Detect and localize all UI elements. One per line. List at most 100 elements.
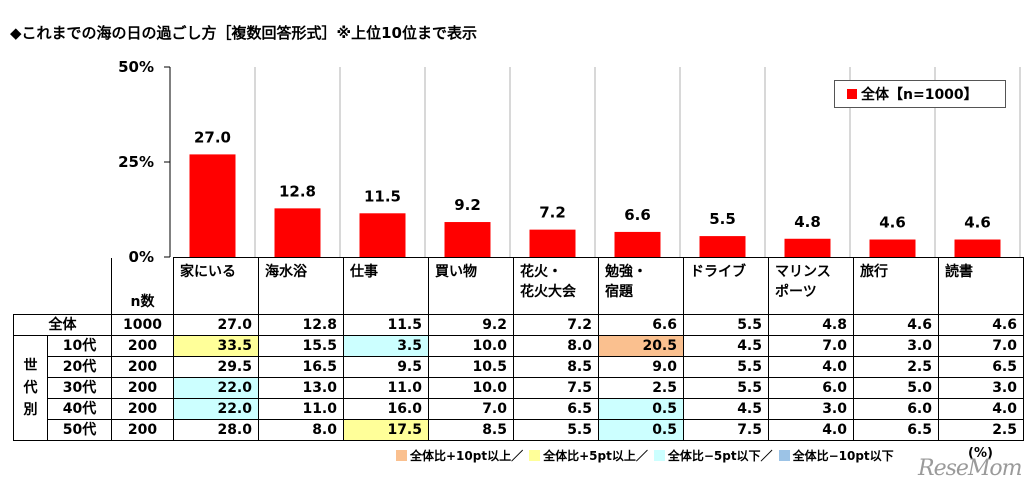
value-cell: 20.5 bbox=[598, 335, 684, 357]
highlight-label: 全体比+5pt以上／ bbox=[543, 449, 648, 463]
table-row: 40代 200 22.0 11.0 16.0 7.0 6.5 0.5 4.5 3.0 6.0 4.0 bbox=[14, 398, 1024, 420]
n-cell: 200 bbox=[111, 377, 174, 399]
column-header: 仕事 bbox=[343, 257, 429, 315]
column-header: 買い物 bbox=[428, 257, 514, 315]
bar-value-label: 7.2 bbox=[539, 204, 566, 222]
value-cell: 6.5 bbox=[513, 398, 599, 420]
bar bbox=[954, 239, 1001, 257]
value-cell: 10.0 bbox=[428, 335, 514, 357]
value-cell: 7.2 bbox=[513, 314, 599, 336]
bar-value-label: 6.6 bbox=[624, 206, 651, 224]
value-cell: 4.0 bbox=[768, 356, 854, 378]
value-cell: 27.0 bbox=[173, 314, 259, 336]
y-tick-label: 25% bbox=[118, 153, 154, 171]
table-row: 20代 200 29.5 16.5 9.5 10.5 8.5 9.0 5.5 4.0 2.5 6.5 bbox=[14, 356, 1024, 378]
value-cell: 29.5 bbox=[173, 356, 259, 378]
bar-value-label: 5.5 bbox=[709, 210, 736, 228]
n-cell: 1000 bbox=[111, 314, 174, 336]
value-cell: 6.5 bbox=[938, 356, 1024, 378]
column-header: ドライブ bbox=[683, 257, 769, 315]
highlight-label: 全体比−10pt以下 bbox=[792, 449, 894, 463]
value-cell: 11.0 bbox=[343, 377, 429, 399]
value-cell: 16.5 bbox=[258, 356, 344, 378]
value-cell: 5.5 bbox=[683, 314, 769, 336]
highlight-legend: 全体比+10pt以上／ 全体比+5pt以上／ 全体比−5pt以下／ 全体比−10pt以… bbox=[390, 447, 894, 464]
group-label: 世代別 bbox=[13, 335, 48, 441]
value-cell: 10.0 bbox=[428, 377, 514, 399]
value-cell: 5.0 bbox=[853, 377, 939, 399]
value-cell: 2.5 bbox=[598, 377, 684, 399]
value-cell: 8.0 bbox=[513, 335, 599, 357]
bar-value-label: 12.8 bbox=[279, 182, 316, 200]
table-row: 30代 200 22.0 13.0 11.0 10.0 7.5 2.5 5.5 6.0 5.0 3.0 bbox=[14, 377, 1024, 399]
bar-value-label: 11.5 bbox=[364, 187, 401, 205]
value-cell: 2.5 bbox=[853, 356, 939, 378]
data-labels: 27.0 12.8 11.5 9.2 7.2 6.6 5.5 4.8 4.6 4.6 bbox=[194, 128, 991, 231]
value-cell: 13.0 bbox=[258, 377, 344, 399]
column-header: 旅行 bbox=[853, 257, 939, 315]
resemom-logo: ReseMom bbox=[918, 456, 1023, 481]
value-cell: 7.5 bbox=[513, 377, 599, 399]
value-cell: 12.8 bbox=[258, 314, 344, 336]
value-cell: 8.0 bbox=[258, 419, 344, 441]
bar bbox=[614, 231, 661, 257]
bar bbox=[189, 154, 236, 257]
row-label: 全体 bbox=[13, 314, 112, 336]
value-cell: 2.5 bbox=[938, 419, 1024, 441]
value-cell: 3.0 bbox=[768, 398, 854, 420]
bar bbox=[274, 208, 321, 257]
n-cell: 200 bbox=[111, 356, 174, 378]
row-label: 20代 bbox=[47, 356, 112, 378]
table-row-total: 全体 1000 27.0 12.8 11.5 9.2 7.2 6.6 5.5 4.8 4.6 4.6 bbox=[13, 314, 1024, 336]
value-cell: 5.5 bbox=[513, 419, 599, 441]
value-cell: 8.5 bbox=[428, 419, 514, 441]
legend-label: 全体【n=1000】 bbox=[861, 87, 978, 103]
column-header: 読書 bbox=[938, 257, 1024, 315]
unit-label: (%) bbox=[968, 446, 993, 461]
value-cell: 0.5 bbox=[598, 419, 684, 441]
table-row: 50代 200 28.0 8.0 17.5 8.5 5.5 0.5 7.5 4.0 6.5 2.5 bbox=[14, 419, 1024, 441]
value-cell: 0.5 bbox=[598, 398, 684, 420]
value-cell: 5.5 bbox=[683, 356, 769, 378]
row-label: 50代 bbox=[47, 419, 112, 441]
value-cell: 3.5 bbox=[343, 335, 429, 357]
bar-chart: 27.0 12.8 11.5 9.2 7.2 6.6 5.5 4.8 4.6 4.6 bbox=[164, 66, 1021, 258]
value-cell: 6.0 bbox=[768, 377, 854, 399]
value-cell: 16.0 bbox=[343, 398, 429, 420]
bar-value-label: 27.0 bbox=[194, 128, 231, 146]
value-cell: 22.0 bbox=[173, 398, 259, 420]
value-cell: 5.5 bbox=[683, 377, 769, 399]
value-cell: 6.0 bbox=[853, 398, 939, 420]
table-row: 世代別 10代 200 33.5 15.5 3.5 10.0 8.0 20.5 4.5 7.0 3.0… bbox=[13, 335, 1024, 441]
bar bbox=[869, 239, 916, 257]
highlight-swatch bbox=[653, 450, 665, 461]
bar bbox=[529, 229, 576, 257]
value-cell: 4.6 bbox=[853, 314, 939, 336]
value-cell: 11.5 bbox=[343, 314, 429, 336]
value-cell: 33.5 bbox=[173, 335, 259, 357]
table-corner bbox=[13, 257, 112, 315]
value-cell: 10.5 bbox=[428, 356, 514, 378]
value-cell: 17.5 bbox=[343, 419, 429, 441]
value-cell: 6.6 bbox=[598, 314, 684, 336]
highlight-label: 全体比+10pt以上／ bbox=[410, 449, 524, 463]
highlight-swatch bbox=[396, 450, 407, 461]
bar-series bbox=[189, 154, 1001, 257]
column-header: マリンス ポーツ bbox=[768, 257, 854, 315]
data-table: n数 家にいる 海水浴 仕事 買い物 花火・ 花火大会 勉強・ 宿題 ドライブ マリンス ポーツ 旅行読… bbox=[13, 257, 1024, 441]
value-cell: 4.6 bbox=[938, 314, 1024, 336]
bar bbox=[359, 213, 406, 257]
value-cell: 22.0 bbox=[173, 377, 259, 399]
column-header: 花火・ 花火大会 bbox=[513, 257, 599, 315]
chart-title: ◆これまでの海の日の過ごし方［複数回答形式］※上位10位まで表示 bbox=[10, 24, 477, 42]
row-label: 10代 bbox=[47, 335, 112, 357]
value-cell: 11.0 bbox=[258, 398, 344, 420]
value-cell: 28.0 bbox=[173, 419, 259, 441]
value-cell: 8.5 bbox=[513, 356, 599, 378]
bar bbox=[784, 238, 831, 257]
n-cell: 200 bbox=[111, 419, 174, 441]
y-tick-label: 50% bbox=[118, 58, 154, 76]
value-cell: 4.0 bbox=[768, 419, 854, 441]
column-header: 勉強・ 宿題 bbox=[598, 257, 684, 315]
value-cell: 15.5 bbox=[258, 335, 344, 357]
